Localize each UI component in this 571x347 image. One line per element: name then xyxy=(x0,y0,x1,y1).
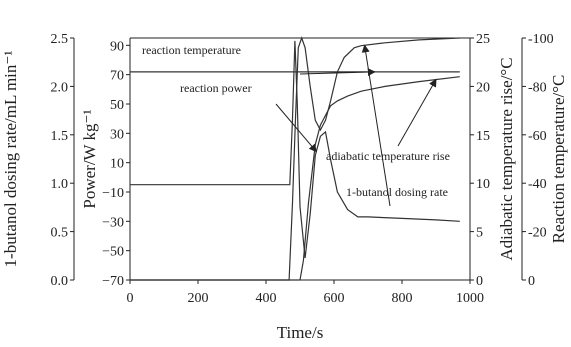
adiabatic-tick-label: 15 xyxy=(476,129,490,144)
annotation-label: 1-butanol dosing rate xyxy=(346,185,448,199)
x-tick-label: 600 xyxy=(324,291,345,306)
reaction-axis-title: Reaction temperature/°C xyxy=(549,75,568,244)
power-axis-title: Power/W kg⁻¹ xyxy=(80,109,99,208)
power-tick-label: −10 xyxy=(102,186,124,201)
series-adiabatic-temperature-rise xyxy=(130,76,460,281)
annotation-arrow xyxy=(299,68,376,77)
x-tick-label: 800 xyxy=(392,291,413,306)
annotation-arrow xyxy=(361,44,391,207)
reaction-tick-label: 0 xyxy=(528,274,535,289)
x-tick-label: 1000 xyxy=(456,291,484,306)
power-tick-label: −70 xyxy=(102,274,124,289)
power-tick-label: 30 xyxy=(110,127,124,142)
reaction-tick-label: -20 xyxy=(528,226,547,241)
power-tick-label: 70 xyxy=(110,69,124,84)
adiabatic-tick-label: 25 xyxy=(476,32,490,47)
x-tick-label: 200 xyxy=(188,291,209,306)
adiabatic-tick-label: 10 xyxy=(476,177,490,192)
x-tick-label: 0 xyxy=(127,291,134,306)
dosing-tick-label: 2.5 xyxy=(51,32,69,47)
annotation-label: reaction temperature xyxy=(142,43,241,57)
power-tick-label: 90 xyxy=(110,39,124,54)
dosing-axis-title: 1-butanol dosing rate/mL min⁻¹ xyxy=(1,51,20,268)
x-axis-title: Time/s xyxy=(277,323,324,342)
annotation-label: reaction power xyxy=(180,81,252,95)
annotation-arrow xyxy=(275,103,317,153)
adiabatic-tick-label: 5 xyxy=(476,226,483,241)
dosing-tick-label: 0.5 xyxy=(51,226,69,241)
power-tick-label: −50 xyxy=(102,245,124,260)
annotation-label: adiabatic temperature rise xyxy=(326,149,450,163)
series-1-butanol-dosing-rate xyxy=(130,36,460,281)
adiabatic-tick-label: 0 xyxy=(476,274,483,289)
dosing-tick-label: 2.0 xyxy=(51,80,69,95)
reaction-tick-label: -60 xyxy=(528,129,547,144)
adiabatic-axis-title: Adiabatic temperature rise/°C xyxy=(497,57,516,260)
reaction-tick-label: -100 xyxy=(528,32,554,47)
adiabatic-tick-label: 20 xyxy=(476,80,490,95)
reaction-tick-label: -40 xyxy=(528,177,547,192)
annotation-arrow xyxy=(397,78,437,147)
x-tick-label: 400 xyxy=(256,291,277,306)
dosing-tick-label: 0.0 xyxy=(51,274,69,289)
reaction-tick-label: -80 xyxy=(528,80,547,95)
power-tick-label: 50 xyxy=(110,98,124,113)
power-tick-label: −30 xyxy=(102,215,124,230)
dosing-tick-label: 1.5 xyxy=(51,129,69,144)
series-reaction-power xyxy=(130,40,460,259)
dosing-tick-label: 1.0 xyxy=(51,177,69,192)
power-tick-label: 10 xyxy=(110,157,124,172)
